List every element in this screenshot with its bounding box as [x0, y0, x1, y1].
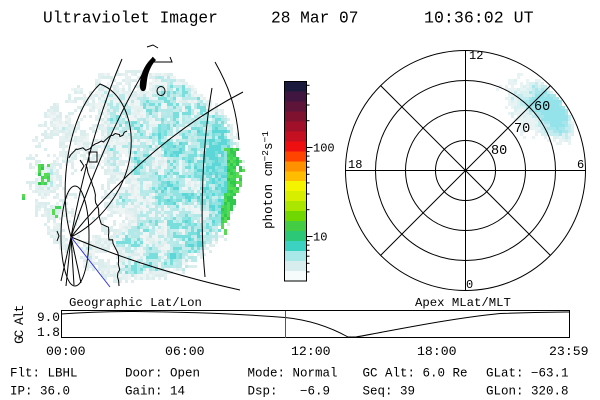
svg-text:Flt: LBHL: Flt: LBHL [10, 367, 78, 381]
svg-text:10: 10 [313, 231, 327, 245]
svg-text:28 Mar 07: 28 Mar 07 [271, 10, 358, 28]
svg-text:80: 80 [491, 144, 507, 159]
svg-text:Door: Open: Door: Open [125, 367, 200, 381]
svg-text:GC Alt: GC Alt [12, 305, 27, 344]
svg-text:GLat: −63.1: GLat: −63.1 [486, 367, 569, 381]
svg-text:100: 100 [313, 142, 335, 156]
svg-text:Apex MLat/MLT: Apex MLat/MLT [415, 296, 511, 310]
svg-text:IP: 36.0: IP: 36.0 [10, 385, 70, 399]
svg-text:06:00: 06:00 [165, 344, 205, 359]
svg-text:18:00: 18:00 [417, 344, 457, 359]
svg-text:Ultraviolet Imager: Ultraviolet Imager [43, 10, 218, 28]
svg-text:10:36:02 UT: 10:36:02 UT [424, 9, 534, 28]
svg-text:GLon: 320.8: GLon: 320.8 [486, 385, 569, 399]
svg-text:Geographic Lat/Lon: Geographic Lat/Lon [69, 296, 202, 310]
svg-text:0: 0 [466, 278, 473, 292]
svg-text:12:00: 12:00 [291, 344, 331, 359]
svg-text:photon cm−2s−1: photon cm−2s−1 [260, 131, 276, 229]
svg-text:6: 6 [577, 158, 584, 172]
svg-text:70: 70 [514, 122, 530, 137]
svg-text:GC Alt: 6.0 Re: GC Alt: 6.0 Re [363, 367, 468, 381]
svg-text:Mode: Normal: Mode: Normal [248, 367, 338, 381]
svg-text:Gain: 14: Gain: 14 [125, 385, 185, 399]
svg-text:23:59: 23:59 [549, 344, 589, 359]
svg-text:00:00: 00:00 [46, 344, 86, 359]
svg-text:Seq: 39: Seq: 39 [363, 385, 416, 399]
svg-text:Dsp: −6.9: Dsp: −6.9 [248, 385, 331, 399]
svg-text:60: 60 [534, 100, 550, 115]
svg-text:12: 12 [469, 49, 483, 63]
svg-text:1.8: 1.8 [37, 325, 60, 340]
svg-text:18: 18 [348, 158, 362, 172]
svg-text:9.0: 9.0 [37, 310, 60, 325]
